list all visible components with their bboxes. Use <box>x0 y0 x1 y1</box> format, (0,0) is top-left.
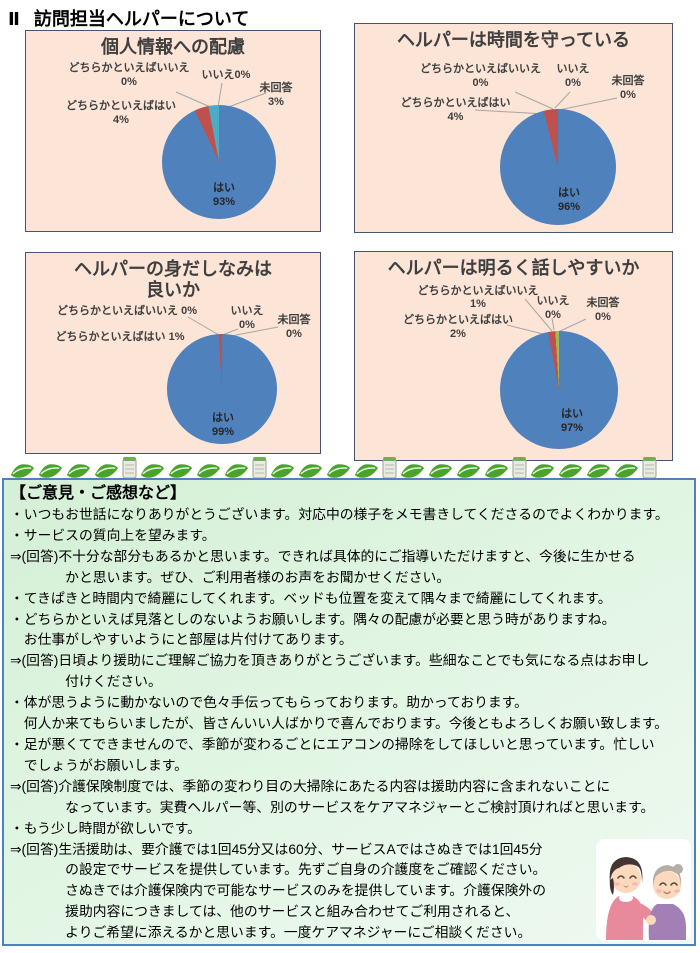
barrel-icon <box>382 457 397 479</box>
caregiver-elderly-illustration <box>596 839 691 941</box>
pie-label-rather-yes: どちらかといえばはい 2% <box>403 314 513 340</box>
leaf-icon <box>326 464 351 478</box>
leader-lines <box>187 316 279 338</box>
chart-title: ヘルパーの身だしなみは 良いか <box>74 259 272 300</box>
leaf-icon <box>270 464 295 478</box>
pie-label-no-answer: 未回答 0% <box>277 314 311 340</box>
comment-line: 何人か来てもらいましたが、皆さんいい人ばかりで喜んでおります。今後ともよろしくお… <box>10 716 669 732</box>
comment-line: ⇒(回答)不十分な部分もあるかと思います。できれば具体的にご指導いただけますと、… <box>10 548 636 564</box>
comment-line: お仕事がしやすいようにと部屋は片付けてあります。 <box>10 632 353 648</box>
pie-label-yes: はい 93% <box>212 182 236 208</box>
leaf-icon <box>530 464 555 478</box>
pie-label-yes: はい 99% <box>211 412 235 438</box>
comments-header: 【ご意見・ご感想など】 <box>10 485 187 502</box>
comments-box: 【ご意見・ご感想など】 ・いつもお世話になりありがとうございます。対応中の様子を… <box>2 478 696 946</box>
pie-label-rather-yes: どちらかといえばはい 4% <box>66 100 176 126</box>
comment-line: ・もう少し時間が欲しいです。 <box>10 820 201 836</box>
chart-title: ヘルパーは時間を守っている <box>396 30 631 50</box>
leaf-icon <box>354 464 379 478</box>
leaf-divider <box>10 454 696 479</box>
pie-chart-panel-grooming: ヘルパーの身だしなみは 良いか どちらかといえばいいえ 0% いいえ 0% 未回… <box>25 252 321 454</box>
pie-label-yes: はい 96% <box>557 187 581 213</box>
leaf-icon <box>224 464 249 478</box>
comment-line: の設定でサービスを提供しています。先ずご自身の介護度をご確認ください。 <box>10 862 547 878</box>
pie-chart-panel-personal-info: 個人情報への配慮 どちらかといえばいいえ 0% いいえ0% 未回答 3% どちら… <box>25 30 321 232</box>
leaf-icon <box>10 464 35 478</box>
leaf-icon <box>558 464 583 478</box>
barrel-icon <box>512 457 527 479</box>
pie-label-no-answer: 未回答 0% <box>611 75 645 101</box>
pie-label-rather-no: どちらかといえばいいえ 1% <box>417 285 539 310</box>
pie-label-rather-no: どちらかといえばいいえ 0% <box>68 62 190 88</box>
leaf-icon <box>66 464 91 478</box>
comment-line: ・サービスの質向上を望みます。 <box>10 527 216 543</box>
pie-chart-panel-friendliness: ヘルパーは明るく話しやすいか どちらかといえばいいえ 1% いいえ 0% 未回答… <box>354 251 673 461</box>
comment-line: よりご希望に添えるかと思います。一度ケアマネジャーにご相談ください。 <box>10 925 532 941</box>
leaf-icon <box>168 464 193 478</box>
pie-label-no: いいえ0% <box>201 69 251 81</box>
leaf-icon <box>298 464 323 478</box>
leaf-icon <box>94 464 119 478</box>
comment-line: 援助内容につきましては、他のサービスと組み合わせてご利用されると、 <box>10 904 520 920</box>
comment-line: ⇒(回答)日頃より援助にご理解ご協力を頂きありがとうございます。些細なことでも気… <box>10 653 650 669</box>
comment-line: ⇒(回答)生活援助は、要介護では1回45分又は60分、サービスAではさぬきでは1… <box>10 841 543 857</box>
pie-label-rather-yes: どちらかといえばはい 4% <box>400 97 511 123</box>
pie-friendliness <box>500 331 618 449</box>
pie-label-rather-no: どちらかといえばいいえ 0% <box>420 63 541 89</box>
pie-label-no-answer: 未回答 3% <box>259 82 293 108</box>
comment-line: でしょうがお願いします。 <box>10 757 188 773</box>
barrel-icon <box>642 457 657 479</box>
pie-label-yes: はい 97% <box>560 408 584 434</box>
section-number: Ⅱ <box>8 9 20 29</box>
pie-chart-panel-punctuality: ヘルパーは時間を守っている どちらかといえばいいえ 0% いいえ 0% 未回答 … <box>354 23 673 233</box>
leaf-icon <box>484 464 509 478</box>
pie-grooming <box>167 334 277 444</box>
comment-line: 付けください。 <box>10 674 162 690</box>
leaf-icon <box>38 464 63 478</box>
chart-title: ヘルパーは明るく話しやすいか <box>387 258 640 278</box>
leaf-icon <box>456 464 481 478</box>
barrel-icon <box>122 457 137 479</box>
pie-label-rather-no: どちらかといえばいいえ 0% <box>57 305 197 317</box>
comment-lines: ・いつもお世話になりありがとうございます。対応中の様子をメモ書きしてくださるので… <box>10 505 688 944</box>
barrel-icon <box>252 457 267 479</box>
comment-line: かと思います。ぜひ、ご利用者様のお声をお聞かせください。 <box>10 569 451 585</box>
pie-label-no: いいえ 0% <box>536 295 570 321</box>
chart-title: 個人情報への配慮 <box>101 37 245 57</box>
pie-label-no-answer: 未回答 0% <box>586 297 620 323</box>
comment-line: ⇒(回答)介護保険制度では、季節の変わり目の大掃除にあたる内容は援助内容に含まれ… <box>10 778 611 794</box>
leaf-icon <box>140 464 165 478</box>
pie-punctuality <box>500 109 616 225</box>
pie-personal-info <box>162 105 276 219</box>
pie-label-no: いいえ 0% <box>556 63 590 89</box>
leaf-icon <box>428 464 453 478</box>
pie-label-no: いいえ 0% <box>230 305 264 331</box>
comment-line: ・てきぱきと時間内で綺麗にしてくれます。ベッドも位置を変えて隅々まで綺麗にしてく… <box>10 590 612 606</box>
comment-line: なっています。実費ヘルパー等、別のサービスをケアマネジャーとご検討頂ければと思い… <box>10 799 655 815</box>
leaf-icon <box>614 464 639 478</box>
leaf-icon <box>586 464 611 478</box>
comment-line: ・いつもお世話になりありがとうございます。対応中の様子をメモ書きしてくださるので… <box>10 507 669 522</box>
comment-line: さぬきでは介護保険内で可能なサービスのみを提供しています。介護保険外の <box>10 883 547 899</box>
comment-line: ・どちらかといえば見落としのないようお願いします。隅々の配慮が必要と思う時があり… <box>10 611 616 627</box>
leaf-icon <box>196 464 221 478</box>
comment-line: ・足が悪くてできませんので、季節が変わるごとにエアコンの掃除をしてほしいと思って… <box>10 736 655 752</box>
leaf-icon <box>400 464 425 478</box>
pie-label-rather-yes: どちらかといえばはい 1% <box>55 331 185 343</box>
comment-line: ・体が思うように動かないので色々手伝ってもらっております。助かっております。 <box>10 695 528 711</box>
